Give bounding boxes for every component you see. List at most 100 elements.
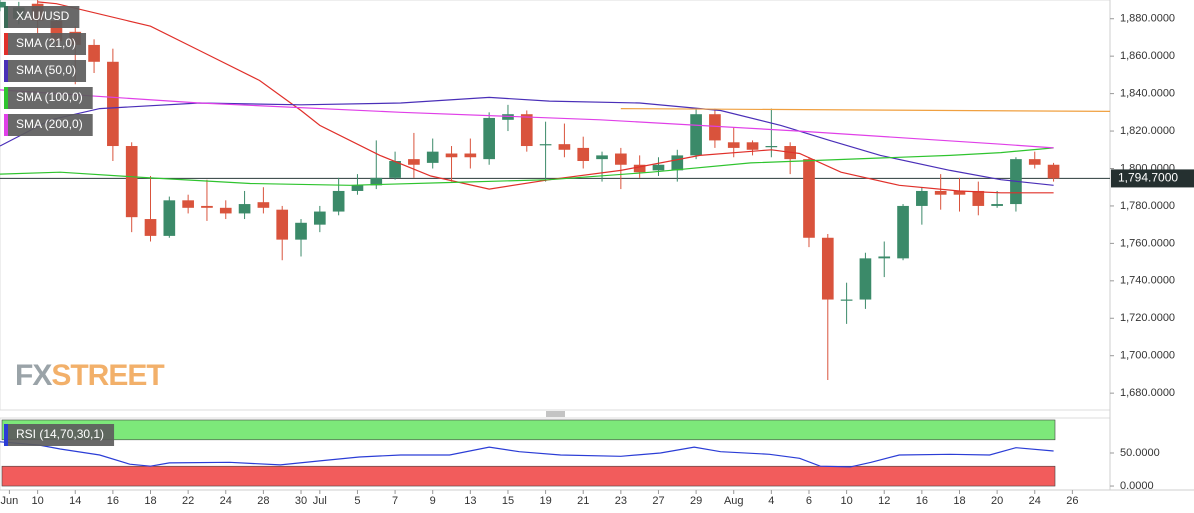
candle-body bbox=[615, 153, 627, 165]
legend-box bbox=[4, 87, 93, 109]
candle-body bbox=[50, 20, 63, 42]
x-tick-label: 29 bbox=[690, 495, 702, 507]
legend-swatch bbox=[4, 87, 8, 109]
candle-body bbox=[182, 200, 194, 208]
candle-body bbox=[803, 159, 815, 238]
candle-body bbox=[238, 204, 251, 214]
candle-body bbox=[878, 256, 891, 259]
legend-item: RSI (14,70,30,1) bbox=[4, 424, 115, 446]
legend-label: SMA (100,0) bbox=[16, 90, 83, 104]
logo-street: STREET bbox=[51, 359, 164, 392]
candle-body bbox=[502, 114, 514, 120]
x-tick-label: 28 bbox=[257, 495, 269, 507]
y-tick-label: 1,880.0000 bbox=[1120, 13, 1175, 25]
line-series bbox=[0, 96, 1054, 186]
x-tick-label: 18 bbox=[953, 495, 965, 507]
x-tick-label: 6 bbox=[806, 495, 812, 507]
legend-box bbox=[4, 33, 87, 55]
candle-body bbox=[426, 151, 439, 163]
x-tick-label: 16 bbox=[916, 495, 928, 507]
candle-body bbox=[520, 114, 533, 147]
rsi-band bbox=[1, 465, 1056, 487]
x-tick-label: 19 bbox=[539, 495, 551, 507]
candle-body bbox=[332, 190, 345, 212]
x-tick-label: 24 bbox=[220, 495, 232, 507]
x-tick-label: 7 bbox=[392, 495, 398, 507]
candle-body bbox=[144, 219, 157, 236]
candle-body bbox=[483, 117, 495, 160]
line-series bbox=[37, 1, 1054, 194]
x-tick-label: 20 bbox=[991, 495, 1003, 507]
x-tick-label: Jul bbox=[313, 495, 327, 507]
candle-body bbox=[0, 1, 6, 8]
y-tick-label: 1,700.0000 bbox=[1120, 350, 1175, 362]
x-tick-label: 5 bbox=[354, 495, 360, 507]
legend-box bbox=[4, 114, 93, 136]
line-series bbox=[0, 441, 1054, 468]
legend-swatch bbox=[4, 114, 8, 136]
candle-body bbox=[1028, 159, 1041, 165]
candle-body bbox=[897, 205, 909, 259]
price-label: 1,794.7000 bbox=[1118, 171, 1178, 185]
x-tick-label: 27 bbox=[652, 495, 664, 507]
candle-body bbox=[577, 147, 590, 162]
candle-body bbox=[295, 222, 307, 240]
legend-label: XAU/USD bbox=[16, 9, 70, 23]
y-tick-label: 1,860.0000 bbox=[1120, 50, 1175, 62]
candle-body bbox=[539, 144, 552, 146]
candle-body bbox=[596, 155, 608, 160]
candle-body bbox=[953, 190, 966, 195]
candle-body bbox=[916, 190, 928, 206]
candle-body bbox=[125, 146, 138, 218]
legend-box bbox=[4, 6, 80, 28]
candle-body bbox=[709, 114, 721, 141]
x-tick-label: 24 bbox=[1029, 495, 1041, 507]
x-tick-label: 16 bbox=[107, 495, 119, 507]
candle-body bbox=[765, 146, 778, 148]
legend-swatch bbox=[4, 33, 8, 55]
y-tick-label: 50.0000 bbox=[1120, 447, 1160, 459]
x-tick-label: 21 bbox=[577, 495, 589, 507]
line-series bbox=[620, 108, 1111, 112]
x-tick-label: Aug bbox=[724, 495, 744, 507]
price-label-box bbox=[1111, 169, 1194, 188]
x-tick-label: 9 bbox=[430, 495, 436, 507]
candle-body bbox=[370, 177, 383, 186]
candle-body bbox=[671, 155, 684, 171]
candle-body bbox=[163, 200, 176, 236]
candle-body bbox=[558, 144, 571, 150]
legend-item: SMA (200,0) bbox=[4, 114, 93, 136]
candle-body bbox=[840, 299, 853, 301]
x-tick-label: 30 bbox=[295, 495, 307, 507]
candle-body bbox=[991, 204, 1003, 206]
candle-body bbox=[821, 237, 834, 300]
legend-label: SMA (200,0) bbox=[16, 117, 83, 131]
candle-body bbox=[727, 142, 740, 148]
x-tick-label: 10 bbox=[840, 495, 852, 507]
line-series bbox=[0, 147, 1054, 186]
x-tick-label: 18 bbox=[144, 495, 156, 507]
candle-body bbox=[201, 205, 213, 208]
candle-body bbox=[445, 153, 458, 158]
x-tick-label: 22 bbox=[182, 495, 194, 507]
y-tick-label: 1,780.0000 bbox=[1120, 200, 1175, 212]
x-tick-label: 26 bbox=[1066, 495, 1078, 507]
y-tick-label: 1,680.0000 bbox=[1120, 387, 1175, 399]
x-tick-label: Jun bbox=[1, 495, 19, 507]
y-tick-label: 1,840.0000 bbox=[1120, 88, 1175, 100]
candle-body bbox=[107, 61, 119, 147]
legend-item: XAU/USD bbox=[4, 6, 80, 28]
legend-item: SMA (50,0) bbox=[4, 60, 87, 82]
candle-body bbox=[972, 190, 985, 206]
x-tick-label: 15 bbox=[502, 495, 514, 507]
candle-body bbox=[464, 153, 477, 158]
pane-splitter[interactable] bbox=[546, 411, 565, 417]
line-series bbox=[0, 89, 1054, 149]
legend-swatch bbox=[4, 60, 8, 82]
candle-body bbox=[633, 164, 646, 173]
logo: FXSTREET bbox=[15, 359, 164, 392]
x-tick-label: 14 bbox=[69, 495, 81, 507]
candle-body bbox=[934, 190, 947, 195]
candle-body bbox=[88, 44, 100, 62]
legend-box bbox=[4, 424, 115, 446]
